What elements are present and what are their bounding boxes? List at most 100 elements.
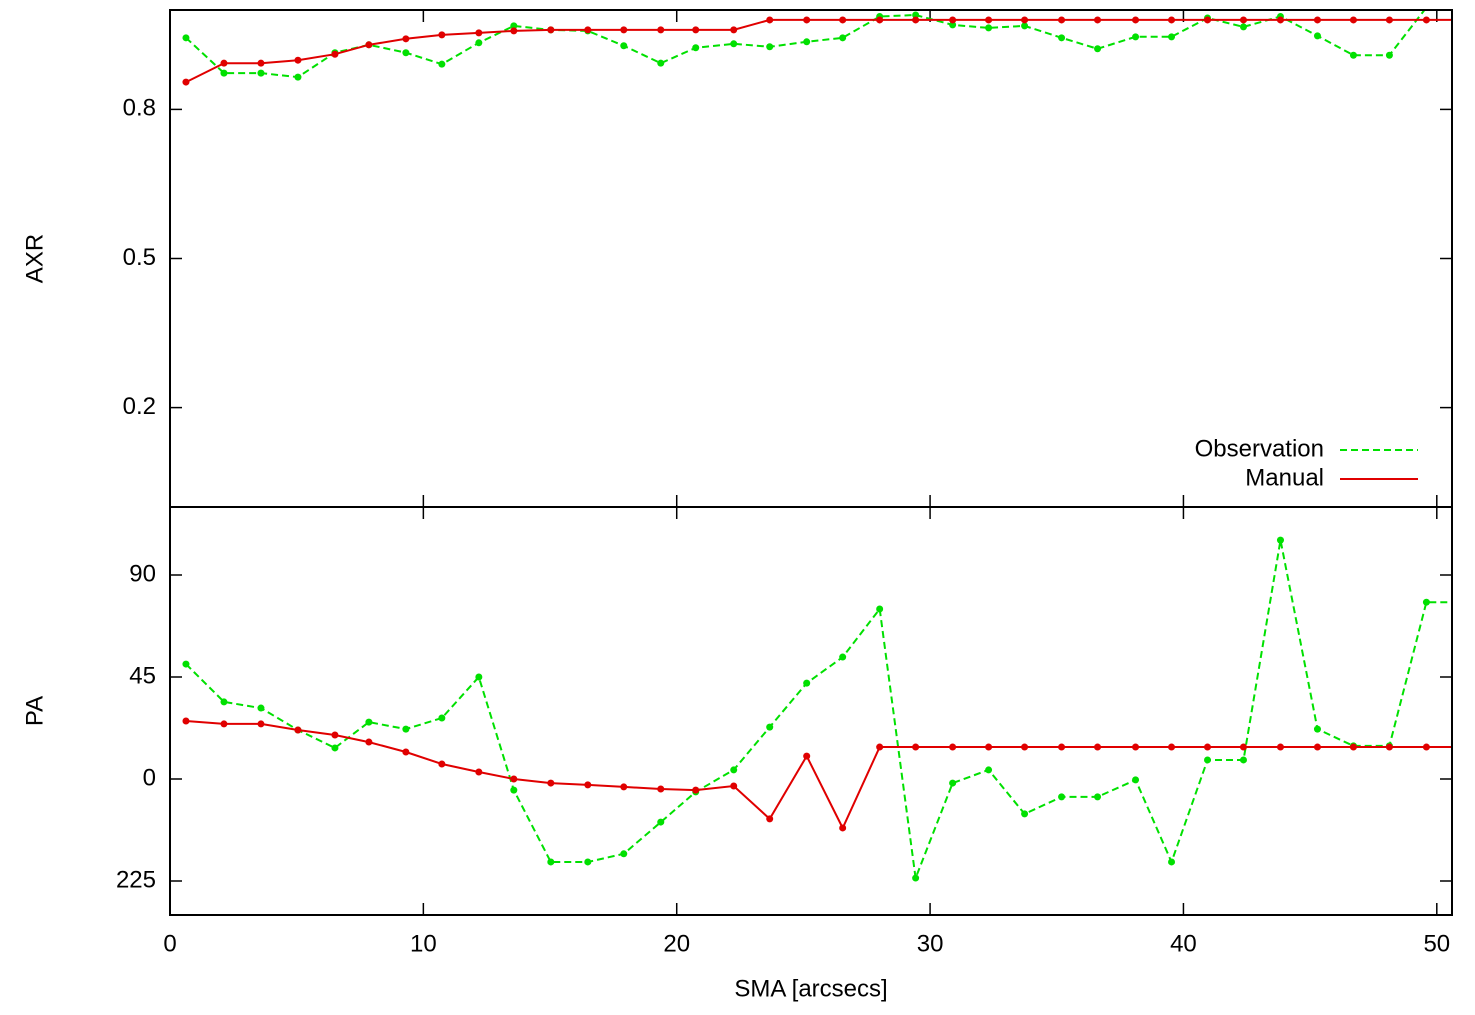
series-line [185,10,1426,79]
data-point [475,673,483,681]
data-point [985,24,993,32]
data-point [584,26,592,34]
data-point [985,16,993,24]
data-point [402,49,410,57]
data-point [1204,756,1212,764]
x-tick-label: 20 [663,930,690,957]
data-point [1094,793,1102,801]
data-point [1132,776,1140,784]
data-point [912,743,920,751]
data-point [402,725,410,733]
data-point [1094,743,1102,751]
data-point [1239,756,1247,764]
data-point [182,78,190,86]
x-tick-label: 40 [1170,930,1197,957]
axes-frame [169,9,1453,508]
plot-area [182,10,1452,86]
data-point [985,743,993,751]
data-point [1021,16,1029,24]
data-point [182,660,190,668]
data-point [730,40,738,48]
x-tick-label: 0 [163,930,176,957]
x-tick-label: 10 [410,930,437,957]
data-point [1204,16,1212,24]
y-tick-label: 225 [116,866,156,893]
data-point [438,760,446,768]
data-point [182,34,190,42]
data-point [839,16,847,24]
data-point [1132,743,1140,751]
data-point [1349,16,1357,24]
data-point [1021,743,1029,751]
data-point [1422,16,1430,24]
data-point [803,752,811,760]
data-point [365,718,373,726]
y-tick-label: 0 [143,764,156,791]
data-point [438,714,446,722]
data-point [1276,536,1284,544]
data-point [1058,34,1066,42]
data-point [1349,743,1357,751]
data-point [402,35,410,43]
data-point [510,22,518,30]
data-point [949,743,957,751]
x-axis-label: SMA [arcsecs] [734,975,887,1002]
data-point [912,16,920,24]
data-point [766,815,774,823]
data-point [1313,743,1321,751]
data-point [912,11,920,19]
data-point [510,775,518,783]
series-line [185,720,1452,831]
data-point [949,21,957,29]
data-point [949,16,957,24]
data-point [1385,51,1393,59]
data-point [1058,16,1066,24]
data-point [1239,16,1247,24]
data-point [803,16,811,24]
data-point [692,44,700,52]
data-point [1460,599,1467,606]
data-point [839,653,847,661]
data-point [620,26,628,34]
data-point [1094,16,1102,24]
data-point [1168,858,1176,866]
data-point [876,605,884,613]
data-point [584,858,592,866]
y-tick-label: 0.5 [123,244,156,271]
data-point [547,858,555,866]
legend-label: Observation [1195,435,1324,462]
x-tick-label: 50 [1423,930,1450,957]
data-point [257,720,265,728]
data-point [1058,743,1066,751]
data-point [1460,744,1467,751]
data-point [257,704,265,712]
data-point [766,16,774,24]
data-point [657,26,665,34]
data-point [220,59,228,67]
data-point [547,26,555,34]
data-point [1132,16,1140,24]
data-point [294,726,302,734]
data-point [1313,16,1321,24]
data-point [1422,598,1430,606]
data-point [620,850,628,858]
data-point [730,26,738,34]
y-tick-label: 0.2 [123,393,156,420]
data-point [1168,33,1176,41]
data-point [766,723,774,731]
data-point [294,73,302,81]
data-point [365,738,373,746]
data-point [657,59,665,67]
y-tick-label: 0.8 [123,95,156,122]
data-point [1385,16,1393,24]
data-point [766,43,774,51]
data-point [1058,793,1066,801]
data-point [257,69,265,77]
data-point [438,60,446,68]
data-point [331,744,339,752]
data-point [620,783,628,791]
data-point [365,41,373,49]
data-point [1276,743,1284,751]
